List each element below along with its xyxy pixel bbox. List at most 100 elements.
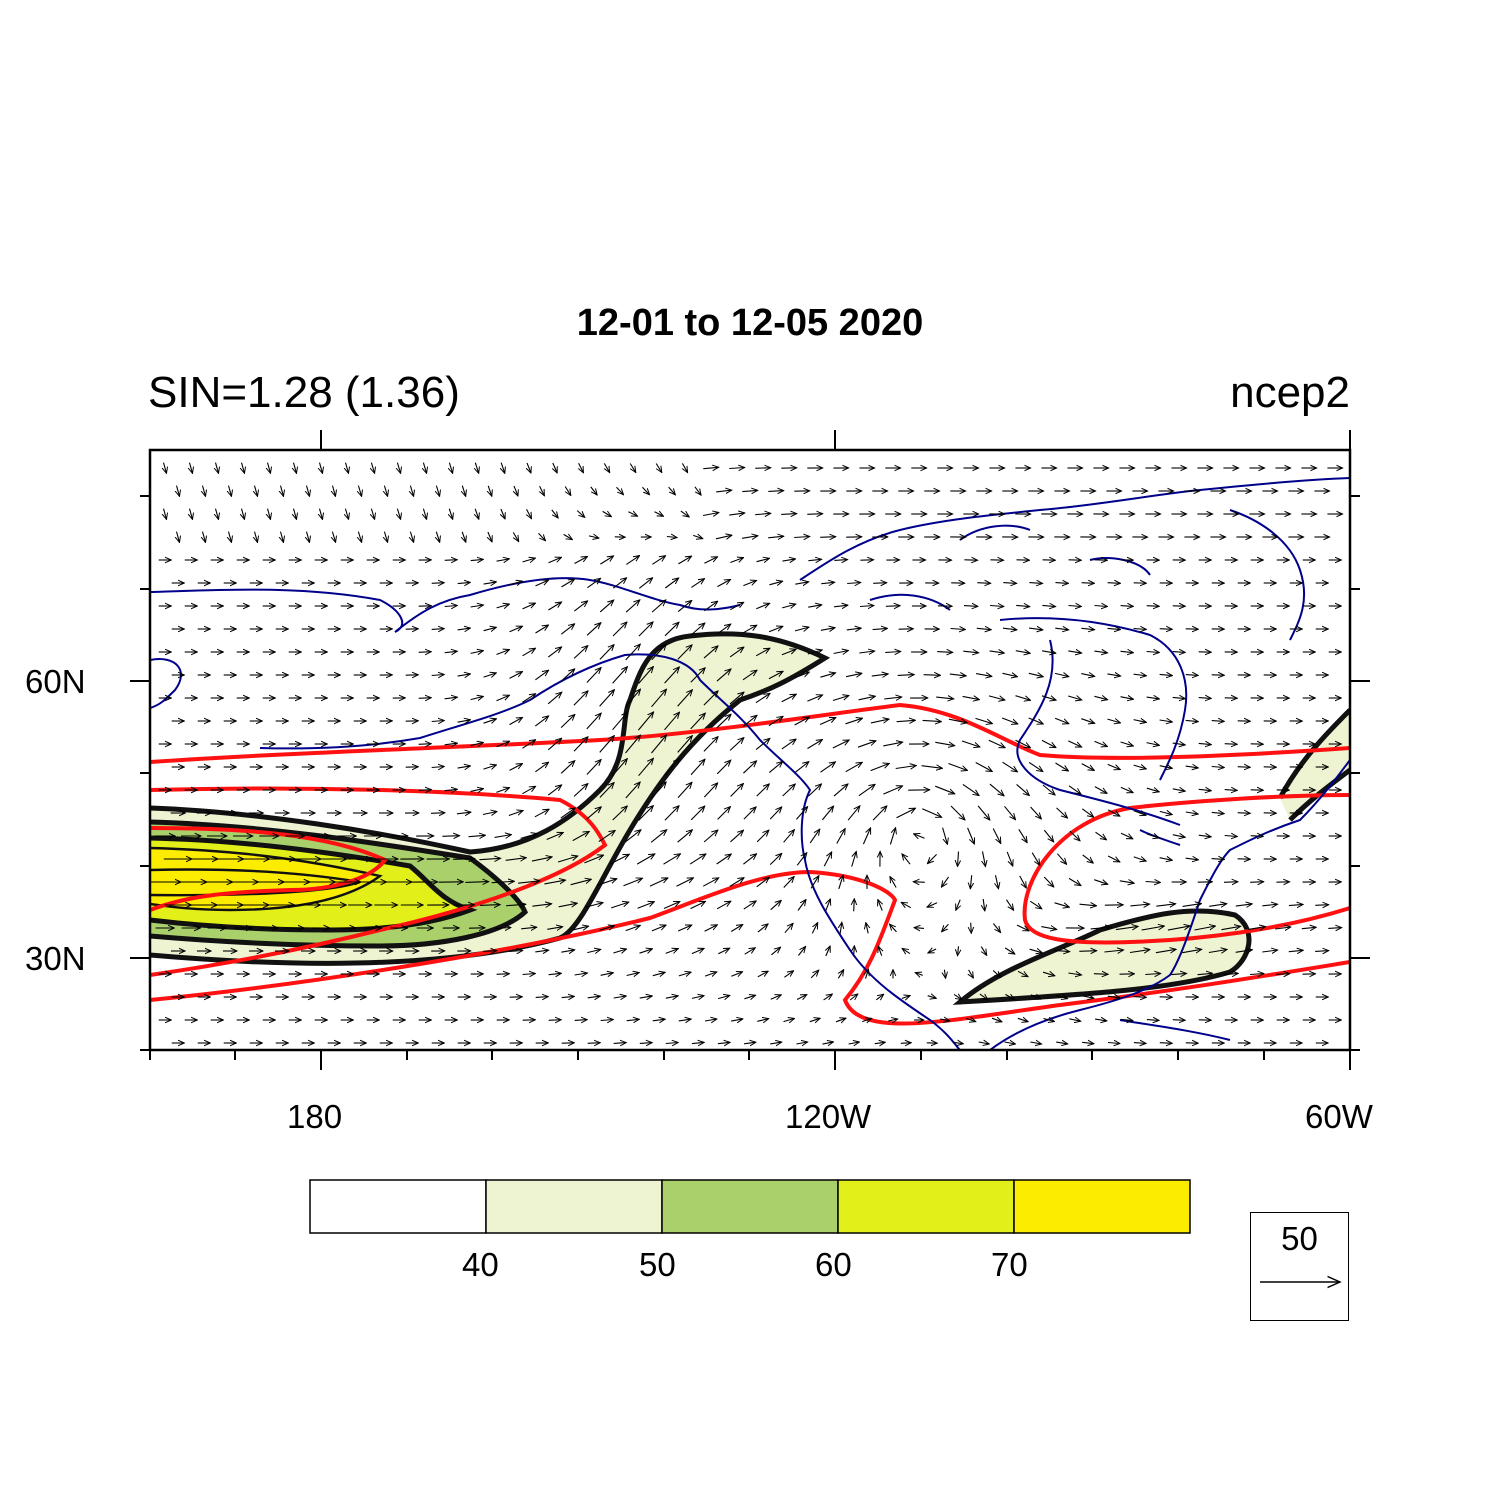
wind-vector-arrow: [442, 836, 459, 837]
wind-vector-arrow: [509, 581, 523, 585]
wind-vector-arrow: [703, 830, 718, 843]
reference-vector-magnitude: 50: [1281, 1220, 1318, 1257]
wind-vector-arrow: [782, 559, 796, 561]
wind-vector-arrow: [1094, 651, 1107, 653]
wind-vector-arrow: [574, 1020, 588, 1021]
wind-vector-arrow: [703, 467, 718, 468]
wind-vector-arrow: [936, 697, 954, 699]
wind-vector-arrow: [1159, 858, 1173, 861]
wind-vector-arrow: [538, 532, 546, 541]
wind-vector-arrow: [1054, 673, 1069, 676]
wind-vector-arrow: [807, 740, 823, 749]
wind-vector-arrow: [1043, 876, 1054, 887]
wind-vector-arrow: [962, 696, 980, 699]
wind-vector-arrow: [444, 651, 458, 652]
wind-vector-arrow: [948, 719, 967, 723]
wind-vector-arrow: [561, 579, 575, 588]
wind-vector-arrow: [977, 805, 990, 820]
wind-vector-arrow: [1015, 695, 1031, 701]
wind-vector-arrow: [1185, 858, 1199, 860]
wind-vector-arrow: [483, 627, 497, 630]
wind-vector-arrow: [462, 485, 465, 497]
wind-vector-arrow: [570, 879, 592, 886]
wind-vector-arrow: [717, 579, 730, 588]
wind-vector-arrow: [1301, 927, 1316, 928]
wind-vector-arrow: [770, 900, 782, 911]
wind-vector-arrow: [691, 948, 704, 955]
wind-vector-arrow: [742, 715, 757, 728]
wind-vector-arrow: [902, 854, 911, 865]
wind-vector-arrow: [449, 462, 452, 474]
wind-vector-arrow: [586, 623, 601, 636]
wind-vector-arrow: [988, 695, 1005, 700]
wind-vector-arrow: [652, 556, 665, 565]
wind-vector-arrow: [677, 736, 693, 753]
wind-vector-arrow: [935, 742, 954, 745]
wind-vector-arrow: [781, 739, 796, 750]
wind-vector-arrow: [781, 694, 797, 703]
wind-vector-arrow: [1133, 765, 1147, 769]
wind-vector-arrow: [651, 600, 666, 613]
wind-vector-arrow: [604, 463, 609, 472]
wind-vector-arrow: [1081, 628, 1094, 629]
wind-vector-arrow: [796, 853, 807, 866]
wind-vector-arrow: [513, 532, 518, 541]
wind-vector-arrow: [558, 903, 578, 907]
wind-vector-arrow: [1198, 835, 1211, 837]
wind-vector-arrow: [652, 1019, 665, 1021]
wind-vector-arrow: [423, 508, 426, 520]
wind-vector-arrow: [1029, 583, 1042, 584]
wind-vector-arrow: [345, 508, 348, 520]
wind-vector-arrow: [1041, 695, 1056, 700]
wind-vector-arrow: [1159, 766, 1173, 769]
wind-vector-arrow: [535, 997, 549, 998]
wind-vector-arrow: [522, 694, 535, 703]
wind-vector-arrow: [862, 1018, 872, 1021]
wind-vector-arrow: [878, 900, 882, 911]
wind-vector-arrow: [690, 713, 706, 730]
wind-vector-arrow: [548, 973, 562, 974]
wind-vector-arrow: [717, 807, 731, 820]
wind-vector-arrow: [242, 462, 245, 474]
wind-vector-arrow: [384, 485, 387, 497]
wind-vector-arrow: [613, 949, 626, 953]
wind-vector-arrow: [586, 713, 601, 730]
wind-vector-arrow: [573, 691, 588, 706]
wind-vector-arrow: [890, 924, 897, 933]
wind-vector-arrow: [1223, 973, 1238, 974]
wind-vector-arrow: [1223, 882, 1238, 883]
wind-vector-arrow: [655, 463, 662, 473]
wind-vector-arrow: [444, 606, 458, 607]
wind-vector-arrow: [509, 672, 523, 679]
wind-vector-arrow: [613, 1043, 627, 1044]
wind-vector-arrow: [875, 994, 883, 1000]
wind-vector-arrow: [1002, 673, 1018, 676]
wind-vector-arrow: [397, 508, 400, 520]
wind-vector-arrow: [989, 651, 1005, 653]
wind-vector-arrow: [857, 741, 876, 748]
wind-vector-arrow: [1107, 855, 1120, 862]
wind-vector-arrow: [1146, 834, 1159, 838]
wind-vector-arrow: [431, 721, 445, 722]
wind-vector-arrow: [866, 923, 868, 934]
wind-vector-arrow: [942, 923, 949, 931]
wind-vector-arrow: [962, 783, 979, 795]
wind-vector-arrow: [975, 762, 993, 772]
wind-vector-arrow: [587, 1043, 601, 1044]
wind-vector-arrow: [996, 875, 999, 889]
wind-vector-arrow: [755, 738, 770, 751]
wind-vector-arrow: [1107, 583, 1121, 584]
wind-vector-arrow: [794, 762, 809, 773]
wind-vector-arrow: [1315, 905, 1328, 906]
wind-vector-arrow: [897, 675, 915, 676]
wind-vector-arrow: [572, 831, 590, 842]
wind-vector-arrow: [1079, 951, 1096, 952]
wind-vector-arrow: [625, 644, 641, 661]
wind-vector-arrow: [518, 881, 540, 883]
wind-vector-arrow: [573, 737, 588, 752]
wind-vector-arrow: [1159, 629, 1173, 630]
wind-vector-arrow: [553, 462, 557, 473]
wind-vector-arrow: [690, 668, 705, 683]
wind-vector-arrow: [1107, 809, 1120, 816]
wind-vector-arrow: [430, 813, 445, 814]
